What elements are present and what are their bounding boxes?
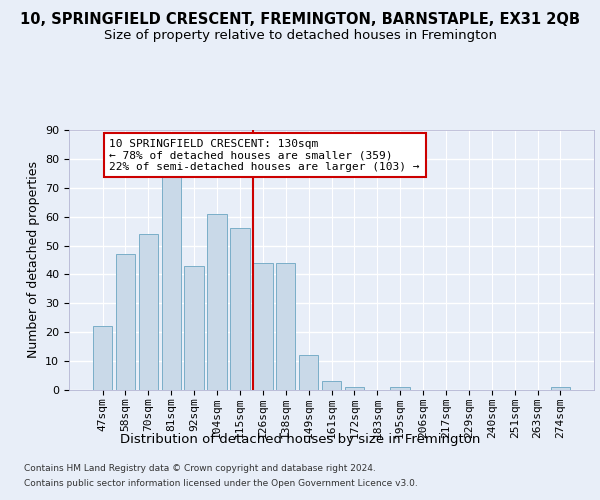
Bar — [344, 387, 364, 390]
Bar — [184, 266, 204, 390]
Text: Size of property relative to detached houses in Fremington: Size of property relative to detached ho… — [104, 29, 497, 42]
Text: 10, SPRINGFIELD CRESCENT, FREMINGTON, BARNSTAPLE, EX31 2QB: 10, SPRINGFIELD CRESCENT, FREMINGTON, BA… — [20, 12, 580, 28]
Bar — [93, 326, 112, 390]
Bar — [161, 176, 181, 390]
Text: Contains HM Land Registry data © Crown copyright and database right 2024.: Contains HM Land Registry data © Crown c… — [24, 464, 376, 473]
Text: Contains public sector information licensed under the Open Government Licence v3: Contains public sector information licen… — [24, 479, 418, 488]
Bar — [208, 214, 227, 390]
Bar — [299, 356, 319, 390]
Bar — [253, 263, 272, 390]
Bar — [391, 387, 410, 390]
Text: 10 SPRINGFIELD CRESCENT: 130sqm
← 78% of detached houses are smaller (359)
22% o: 10 SPRINGFIELD CRESCENT: 130sqm ← 78% of… — [109, 138, 420, 172]
Bar — [139, 234, 158, 390]
Text: Distribution of detached houses by size in Fremington: Distribution of detached houses by size … — [120, 432, 480, 446]
Y-axis label: Number of detached properties: Number of detached properties — [26, 162, 40, 358]
Bar — [276, 263, 295, 390]
Bar — [551, 387, 570, 390]
Bar — [116, 254, 135, 390]
Bar — [230, 228, 250, 390]
Bar — [322, 382, 341, 390]
